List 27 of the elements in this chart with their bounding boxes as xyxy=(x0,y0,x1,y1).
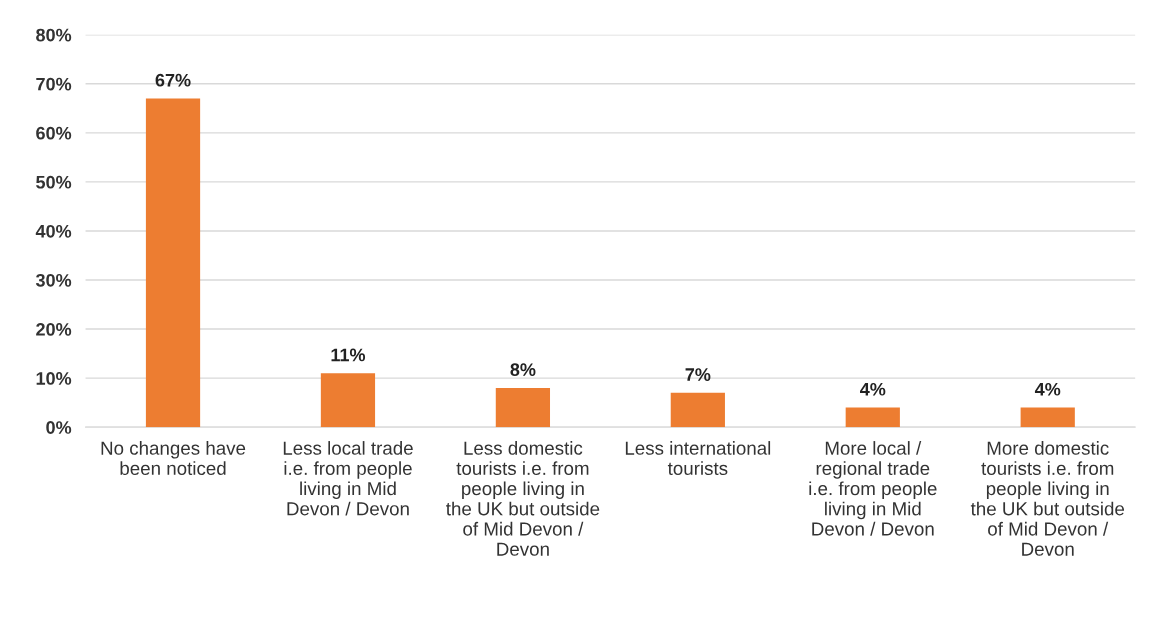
x-tick-label: More local / regional trade i.e. from people living in Mid Devon / Devon xyxy=(809,441,937,536)
bar xyxy=(845,407,900,428)
y-tick-label: 70% xyxy=(36,77,72,91)
x-tick-label: Less international tourists xyxy=(625,441,771,476)
bar xyxy=(320,373,376,428)
data-label: 4% xyxy=(860,382,886,396)
data-label: 67% xyxy=(155,73,191,87)
y-tick-label: 30% xyxy=(35,273,72,287)
y-tick-label: 0% xyxy=(46,421,72,434)
data-label: 11% xyxy=(331,348,366,362)
bar xyxy=(495,387,551,428)
x-tick-label: Less local trade i.e. from people living in Mid Devon / Devon xyxy=(283,441,413,516)
y-tick-label: 80% xyxy=(36,28,72,42)
y-tick-label: 40% xyxy=(35,224,72,238)
data-label: 4% xyxy=(1034,382,1061,396)
y-tick-label: 60% xyxy=(36,126,72,140)
data-label: 7% xyxy=(685,368,711,381)
bar xyxy=(1020,407,1075,428)
y-tick-label: 10% xyxy=(36,372,72,385)
y-tick-label: 20% xyxy=(36,323,72,336)
x-tick-label: Less domestic tourists i.e. from people living in the UK but outside of Mid Devon / Devon xyxy=(446,441,600,556)
y-tick-label: 50% xyxy=(36,175,72,189)
bar xyxy=(145,98,201,428)
x-tick-label: More domestic tourists i.e. from people living in the UK but outside of Mid Devon / Devon xyxy=(970,441,1125,556)
data-label: 8% xyxy=(510,363,536,377)
x-tick-label: No changes have been noticed xyxy=(101,441,246,476)
bar xyxy=(670,392,725,428)
